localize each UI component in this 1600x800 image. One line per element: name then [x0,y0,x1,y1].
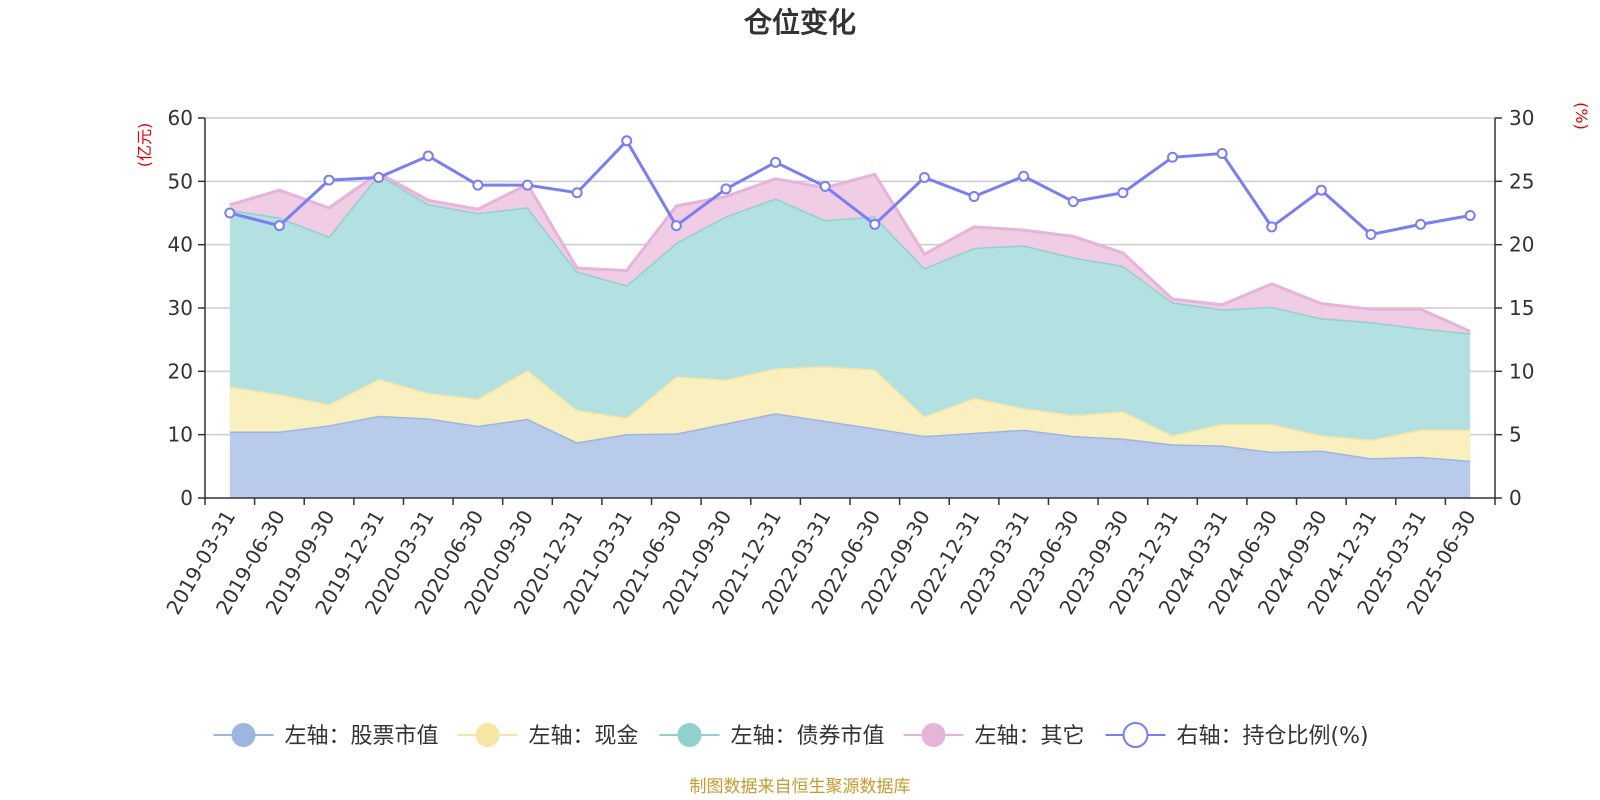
ratio-line-path [229,138,1471,237]
left-tick-label: 30 [168,296,193,320]
legend-marker [1122,722,1149,748]
ratio-point [1216,147,1228,159]
ratio-point [323,174,335,186]
ratio-point [819,180,831,192]
legend-marker [231,723,256,747]
legend-label: 左轴：股票市值 [285,724,439,749]
ratio-point [1167,151,1178,163]
ratio-point [273,220,285,232]
area-fill [229,174,1471,440]
ratio-line [224,135,1476,241]
right-tick-label: 15 [1509,296,1534,320]
ratio-point [968,191,980,203]
legend-label: 左轴：其它 [975,724,1085,749]
left-tick-label: 10 [168,423,193,447]
right-tick-label: 10 [1509,359,1534,383]
legend-marker [677,723,702,747]
ratio-point [1365,229,1377,241]
right-tick-label: 0 [1509,486,1522,510]
left-tick-label: 0 [180,486,193,510]
area-top-line [229,171,1471,333]
area-fill [229,173,1471,334]
chart-title: 仓位变化 [744,6,856,39]
ratio-point [1266,221,1278,233]
ratio-point [571,187,583,199]
legend-label: 右轴：持仓比例(%) [1177,724,1369,749]
area-fill [229,413,1471,498]
right-tick-label: 20 [1509,233,1534,257]
ratio-point [720,183,732,195]
ratio-point [918,172,930,184]
ratio-point [472,179,484,191]
legend-label: 左轴：现金 [529,724,639,749]
left-tick-label: 60 [168,106,193,130]
right-tick-label: 25 [1509,169,1534,193]
ratio-point [770,156,782,168]
ratio-point [373,172,385,184]
legend-label: 左轴：债券市值 [731,724,885,749]
ratio-point [869,218,881,230]
right-tick-label: 30 [1509,106,1534,130]
area-fill [229,366,1471,461]
left-tick-label: 20 [168,359,193,383]
ratio-point [522,179,533,191]
left-tick-label: 40 [168,233,193,257]
left-tick-label: 50 [168,169,193,193]
ratio-point [621,135,633,147]
right-axis-unit: (%) [1572,102,1591,130]
ratio-point [224,207,236,219]
ratio-point [422,150,434,162]
source-note: 制图数据来自恒生聚源数据库 [690,777,911,797]
left-axis-unit: (亿元) [135,123,154,168]
ratio-point [1117,187,1129,199]
stacked-areas [229,171,1471,498]
ratio-point [1018,170,1030,182]
ratio-point [1315,184,1327,196]
right-tick-label: 5 [1509,423,1522,447]
legend: 左轴：股票市值 左轴：现金 左轴：债券市值 左轴：其它 右轴：持仓比例(%) [213,722,1369,749]
ratio-point [1464,210,1476,222]
legend-marker [921,723,946,747]
ratio-point [1067,196,1079,208]
ratio-point [670,220,682,232]
ratio-point [1415,218,1427,230]
legend-marker [475,723,500,747]
